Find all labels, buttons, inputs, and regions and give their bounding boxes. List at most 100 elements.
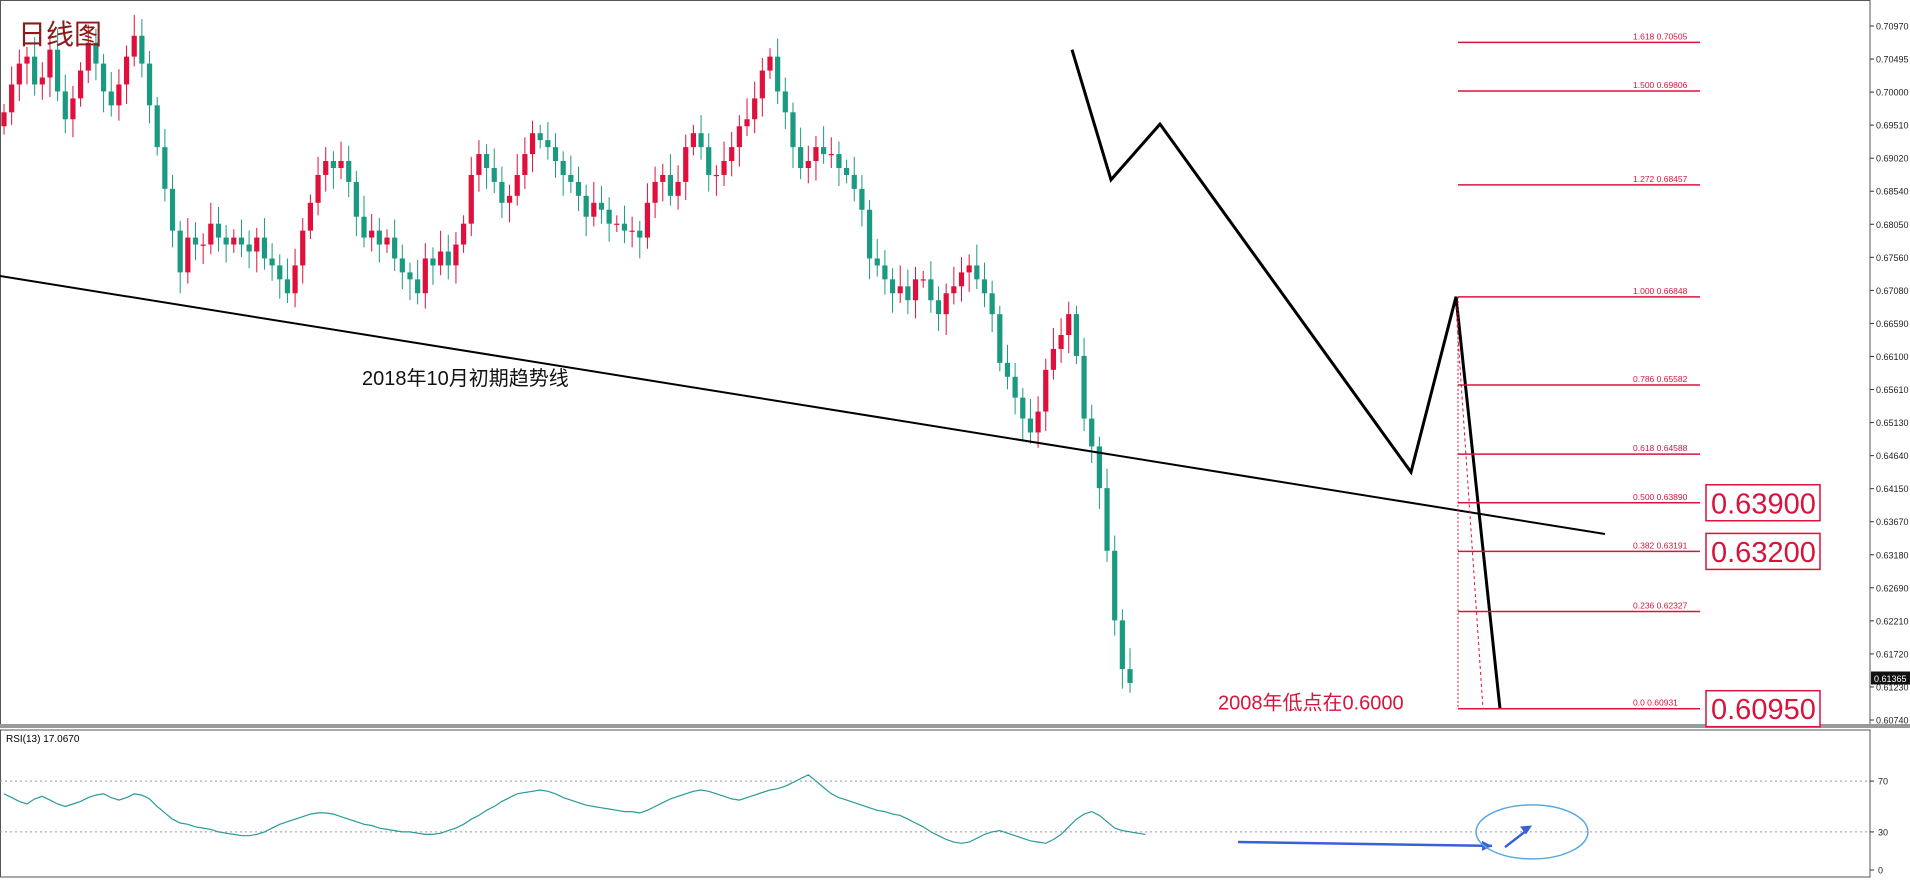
key-level-label: 0.60950 [1711,694,1816,726]
candle [951,286,957,294]
candle [499,181,505,203]
candle [514,174,520,196]
candle [568,174,574,182]
rsi-panel[interactable]: 70 30 0 [0,729,1888,878]
key-level-box[interactable] [1705,484,1821,522]
price-axis-label: 0.64640 [1876,451,1909,461]
candle [32,56,38,85]
candle [361,216,367,238]
candle [981,279,988,294]
price-axis-label: 0.68050 [1876,220,1909,230]
candle [844,167,850,175]
candle [713,174,719,177]
candle [706,147,712,175]
fib-level-label: 1.000 0.66848 [1633,286,1688,296]
arrow-up-icon [1520,825,1532,835]
candle [897,286,903,294]
fib-level-label: 0.618 0.64588 [1633,443,1688,453]
candle [775,56,781,92]
last-price-label: 0.61365 [1874,674,1907,684]
candle [70,98,76,120]
candle [660,174,666,182]
candle [790,112,796,148]
divergence-arrow [1237,840,1493,848]
candle [62,91,68,120]
candle [300,230,306,266]
candle [369,230,375,238]
candle [851,174,857,189]
dashed-drop-line [1455,306,1484,709]
candle [1058,335,1064,349]
candle [744,119,750,127]
candle [920,279,926,281]
candle [453,244,459,266]
trendline-label: 2018年10月初期趋势线 [362,367,569,390]
candle [606,209,612,224]
price-axis-label: 0.60740 [1876,716,1909,726]
candle [1112,550,1118,621]
fib-level-label: 1.618 0.70505 [1633,31,1688,41]
candle [912,279,919,301]
candle [445,251,451,266]
price-axis-label: 0.69510 [1876,121,1909,131]
candle [438,251,444,266]
candle [154,105,160,148]
price-axis-label: 0.69020 [1876,154,1909,164]
candle [185,237,191,273]
candle [468,174,474,224]
candle [1020,397,1026,419]
candle [261,237,268,259]
candle [1,112,7,127]
candle [545,140,551,148]
candle [1127,669,1133,684]
fib-level-label: 1.500 0.69806 [1633,80,1688,90]
candle [1081,355,1087,419]
price-axis-label: 0.62210 [1876,616,1909,626]
candle [813,147,819,162]
candle [560,161,566,175]
candle [215,223,222,238]
candle [330,161,336,168]
candle [798,147,804,168]
key-level-box[interactable] [1705,532,1821,571]
candle [315,174,321,203]
key-level-label: 0.63200 [1711,537,1816,569]
candle [644,202,651,238]
candle [782,91,788,113]
candle [116,84,122,106]
price-axis-label: 0.67560 [1876,253,1909,263]
trendline [0,275,1606,535]
arrow-head-icon [1482,840,1492,851]
candle [583,195,589,217]
candle [1027,418,1034,433]
candle [491,167,497,182]
candle [928,279,934,301]
candle [767,56,773,71]
rsi-up-arrow [1504,828,1529,849]
price-axis-label: 0.61720 [1876,649,1909,659]
price-axis-label: 0.68540 [1876,187,1909,197]
price-panel-frame [0,0,1871,726]
candle [323,161,329,175]
fib-level-label: 0.500 0.63890 [1633,492,1688,502]
candle [1089,418,1095,447]
candle [598,202,605,210]
price-axis-label: 0.66590 [1876,319,1909,329]
price-axis-label: 0.67080 [1876,286,1909,296]
candle [675,181,681,196]
candle [698,133,704,148]
candle [552,147,559,162]
key-level-box[interactable] [1705,689,1821,728]
candle [729,147,735,162]
price-panel[interactable]: 0.70970 0.70495 0.70000 0.69510 0.69020 0.685… [0,0,1910,728]
rsi-axis-label: 0 [1878,866,1883,876]
candle [667,174,674,196]
candle [1119,620,1125,670]
candle [476,154,482,175]
candle [177,230,183,273]
candle [752,98,758,120]
candle [882,265,888,280]
candle [637,230,643,238]
